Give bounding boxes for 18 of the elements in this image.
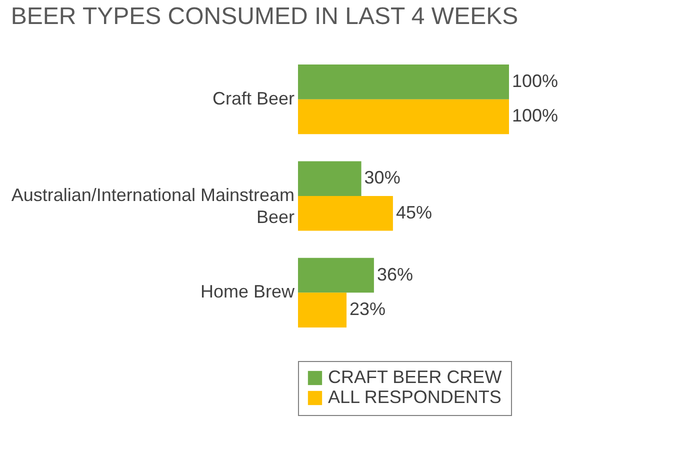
bar xyxy=(298,161,362,196)
chart-title: BEER TYPES CONSUMED IN LAST 4 WEEKS xyxy=(10,3,518,30)
y-tick-label: Australian/International Mainstream Beer xyxy=(11,185,294,227)
y-tick-label: Home Brew xyxy=(200,282,296,302)
data-label: 45% xyxy=(396,202,432,222)
bar xyxy=(298,196,393,231)
data-label: 23% xyxy=(350,299,386,320)
bar xyxy=(298,292,347,328)
data-label: 30% xyxy=(364,168,400,188)
bar xyxy=(298,99,509,134)
data-label: 100% xyxy=(512,70,558,91)
legend-label: ALL RESPONDENTS xyxy=(328,387,502,407)
y-tick-label: Craft Beer xyxy=(212,88,295,108)
data-label: 36% xyxy=(376,264,413,284)
bar xyxy=(298,258,374,293)
legend-label: CRAFT BEER CREW xyxy=(328,367,502,387)
data-label: 100% xyxy=(512,106,558,126)
bar xyxy=(298,64,509,100)
